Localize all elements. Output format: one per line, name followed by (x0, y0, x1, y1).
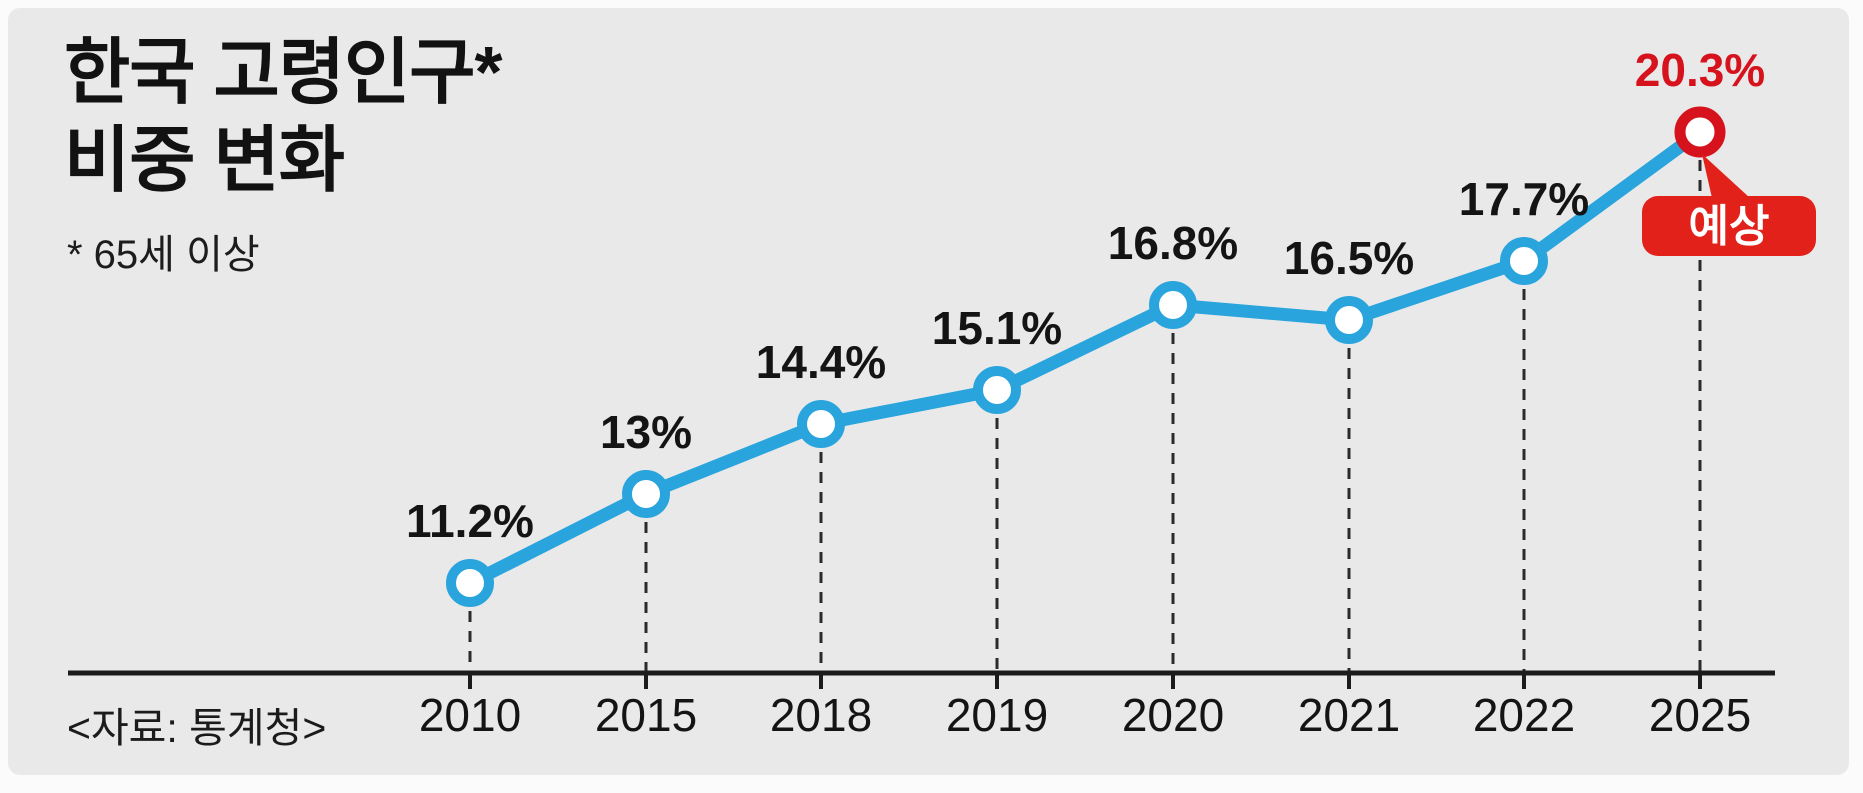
data-point-marker (1149, 281, 1197, 329)
data-label: 20.3% (1635, 44, 1765, 96)
data-point-marker (973, 366, 1021, 414)
data-label: 17.7% (1459, 173, 1589, 225)
chart-background-panel (8, 8, 1849, 775)
forecast-badge-tail (1702, 154, 1750, 198)
data-point-marker (446, 559, 494, 607)
year-label: 2015 (595, 689, 697, 741)
forecast-badge (1642, 196, 1816, 256)
year-label: 2019 (946, 689, 1048, 741)
data-label: 16.8% (1108, 217, 1238, 269)
data-point-marker (622, 470, 670, 518)
year-label: 2025 (1649, 689, 1751, 741)
data-label: 14.4% (756, 336, 886, 388)
forecast-badge-label: 예상 (1689, 202, 1770, 251)
year-label: 2022 (1473, 689, 1575, 741)
data-label: 11.2% (406, 495, 534, 547)
trend-line (463, 125, 1707, 590)
data-point-marker-forecast (1674, 106, 1726, 158)
data-point-marker (1500, 237, 1548, 285)
year-label: 2021 (1298, 689, 1400, 741)
year-label: 2010 (419, 689, 521, 741)
data-label: 16.5% (1284, 232, 1414, 284)
data-label: 15.1% (932, 302, 1062, 354)
year-label: 2018 (770, 689, 872, 741)
source-credit: <자료: 통계청> (67, 705, 327, 751)
data-point-marker (797, 400, 845, 448)
chart-title-line2: 비중 변화 (64, 120, 345, 201)
chart-title: 한국 고령인구* 비중 변화 (64, 30, 502, 206)
year-label: 2020 (1122, 689, 1224, 741)
chart-title-line1: 한국 고령인구* (64, 33, 502, 113)
data-point-marker (1325, 296, 1373, 344)
chart-footnote: * 65세 이상 (67, 233, 260, 277)
data-label: 13% (600, 406, 692, 458)
